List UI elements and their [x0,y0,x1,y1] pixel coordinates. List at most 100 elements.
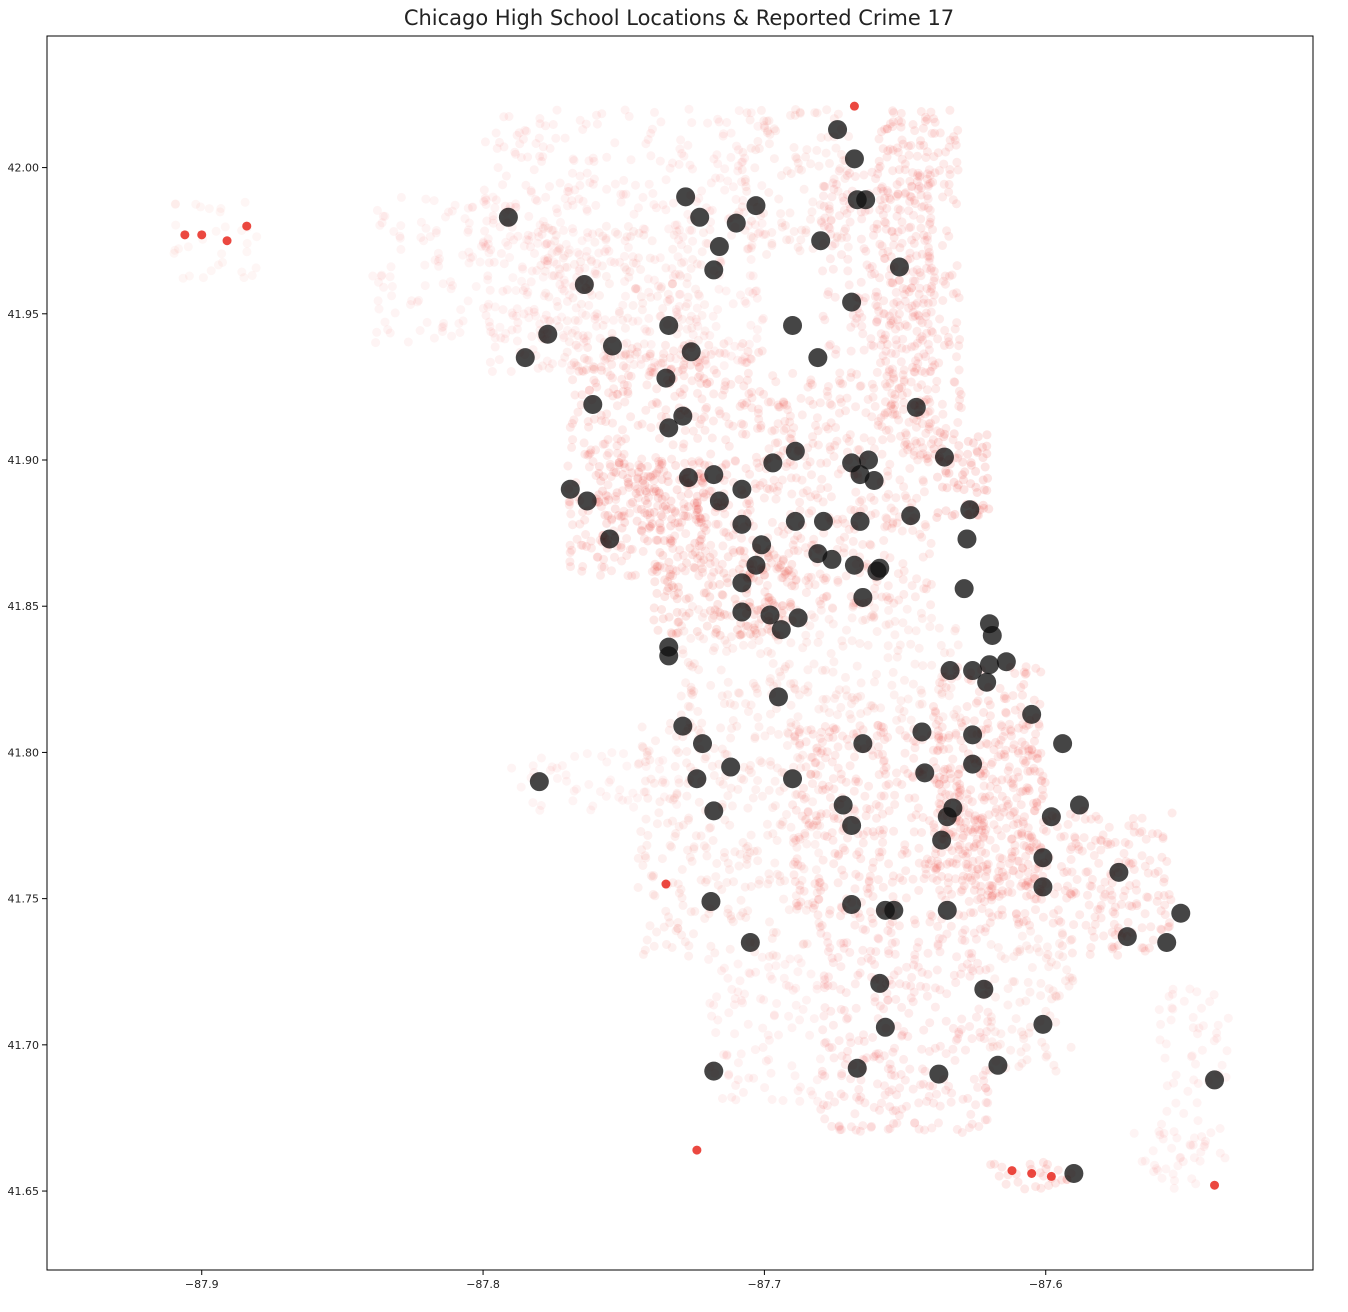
crime-point [786,700,796,710]
crime-point [777,573,787,583]
crime-point [923,251,933,261]
crime-point [991,888,1001,898]
crime-point [1160,900,1170,910]
crime-point [921,428,931,438]
crime-point [685,852,695,862]
crime-point [1016,881,1026,891]
crime-point [834,166,844,176]
crime-point [921,352,930,362]
crime-point [1113,950,1123,960]
crime-point [866,1122,876,1132]
crime-point [651,469,661,479]
crime-point [584,355,594,365]
crime-point [686,688,696,698]
crime-point [789,683,799,693]
crime-point [930,983,940,993]
school-point [746,196,766,216]
crime-point [777,222,787,232]
crime-point [794,164,804,174]
crime-point [565,548,575,557]
crime-point [1008,691,1018,701]
crime-point [920,520,930,529]
crime-point [980,828,990,838]
crime-point [908,1084,918,1094]
crime-point [1051,1178,1060,1188]
crime-point [517,276,527,286]
crime-point [828,835,838,845]
crime-point [892,1118,902,1128]
crime-point [838,192,848,202]
crime-point [829,811,839,821]
crime-point [876,721,886,731]
crime-point [602,757,612,767]
crime-point [649,507,659,517]
crime-point [994,874,1004,884]
crime-point [989,820,999,830]
crime-point [780,570,790,579]
crime-point [825,909,834,919]
crime-point [896,108,906,118]
crime-point [888,517,898,527]
crime-point [797,225,807,235]
crime-point [787,559,797,569]
crime-point [754,636,764,645]
crime-point [769,1011,779,1021]
crime-point [934,358,944,368]
crime-point [839,1092,849,1101]
crime-point [1018,690,1027,700]
crime-point [889,108,899,118]
crime-point [539,255,549,264]
crime-point [897,390,907,400]
crime-point [674,888,684,898]
school-point [760,605,780,625]
crime-point [903,625,913,635]
crime-point [745,505,755,515]
crime-point [888,667,898,677]
crime-point [586,536,596,546]
crime-point [700,546,710,556]
crime-point [888,122,898,132]
crime-point [892,180,902,190]
crime-point [742,186,752,196]
crime-point [862,826,872,836]
crime-point [807,207,817,217]
crime-point [582,246,592,256]
crime-point [901,344,911,354]
crime-point [868,827,878,837]
crime-point [1023,867,1033,877]
crime-point [767,238,777,248]
crime-point [1016,682,1026,692]
crime-point [971,1100,981,1110]
crime-point [894,116,904,126]
crime-point [850,752,859,762]
crime-point [973,1082,983,1092]
crime-point [594,462,604,471]
crime-point [524,306,534,316]
crime-point [905,442,915,452]
crime-point [936,800,946,810]
crime-point [750,732,760,742]
crime-point [745,969,755,979]
crime-point [885,553,895,563]
crime-point [1010,806,1020,816]
crime-point [657,854,667,864]
crime-point [672,790,682,800]
crime-point [942,929,952,939]
crime-point [1104,822,1114,832]
crime-point [992,873,1002,883]
crime-point [1110,930,1120,940]
crime-point [765,129,775,139]
crime-point [565,422,575,432]
crime-point [1173,1161,1183,1171]
crime-point [1007,851,1017,861]
crime-point [558,330,568,340]
crime-point [855,968,865,978]
crime-point [600,510,610,520]
crime-point [806,214,815,224]
crime-point [941,1049,951,1059]
crime-point [959,881,969,891]
crime-point [514,128,524,138]
crime-point [803,665,813,675]
crime-point [931,865,941,875]
